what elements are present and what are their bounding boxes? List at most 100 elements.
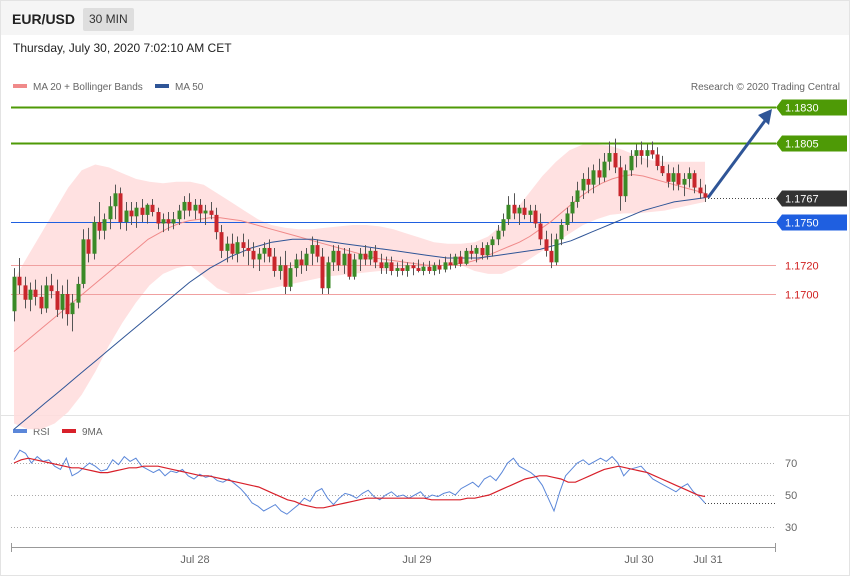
candle-body <box>368 250 373 260</box>
candle <box>671 167 676 191</box>
legend-rsi-label: RSI <box>33 427 50 438</box>
candle <box>145 203 150 224</box>
candle-body <box>352 259 357 277</box>
candle-body <box>92 222 97 254</box>
candle-body <box>108 206 113 220</box>
candle-body <box>443 262 448 270</box>
candle <box>421 262 426 276</box>
candle-body <box>607 153 612 162</box>
candle <box>262 242 267 263</box>
level-1-1805-tag <box>776 135 847 152</box>
candle <box>166 212 171 231</box>
candle-body <box>469 250 474 254</box>
candle <box>257 247 262 271</box>
legend-ma50-label: MA 50 <box>175 82 204 93</box>
candle <box>294 253 299 277</box>
candle-body <box>384 262 389 269</box>
candle-body <box>432 265 437 271</box>
candle-body <box>76 283 81 303</box>
candle <box>389 256 394 276</box>
rsi-tick-70: 70 <box>785 458 797 470</box>
candle-body <box>581 178 586 191</box>
candle <box>453 253 458 269</box>
candle-body <box>60 294 65 310</box>
candle-body <box>421 266 426 271</box>
candle-body <box>485 245 490 256</box>
candle-body <box>427 266 432 271</box>
candle <box>39 285 44 315</box>
candle-body <box>650 150 655 155</box>
timeframe-badge[interactable]: 30 MIN <box>83 8 134 31</box>
candle-body <box>257 253 262 260</box>
candle-body <box>453 256 458 266</box>
candle-body <box>219 232 224 251</box>
candle-body <box>389 262 394 271</box>
legend-rsi-swatch <box>13 429 27 433</box>
candle <box>698 178 703 200</box>
candle-body <box>458 256 463 264</box>
candle-body <box>639 150 644 156</box>
chart-datetime: Thursday, July 30, 2020 7:02:10 AM CET <box>13 41 232 55</box>
candle <box>177 204 182 225</box>
candle <box>416 259 421 273</box>
candle-body <box>411 265 416 269</box>
candle <box>373 245 378 269</box>
candle <box>358 247 363 271</box>
candle <box>134 201 139 228</box>
candle <box>464 247 469 266</box>
candle <box>501 213 506 237</box>
rsi-panel <box>11 449 776 528</box>
candle <box>161 213 166 233</box>
candle <box>12 268 17 322</box>
candle-body <box>310 245 315 254</box>
candle-body <box>363 253 368 260</box>
candle <box>544 230 549 257</box>
candle <box>55 279 60 318</box>
candle <box>687 167 692 188</box>
candle-body <box>400 268 405 271</box>
rsi-legend: RSI 9MA <box>13 427 103 438</box>
candle-body <box>49 285 54 292</box>
candle-body <box>70 302 75 315</box>
candle-body <box>140 207 145 215</box>
level-1-1767-label: 1.1767 <box>785 194 819 206</box>
candle-body <box>187 201 192 211</box>
candle-body <box>288 268 293 287</box>
candle-body <box>113 193 118 207</box>
candle-body <box>559 224 564 240</box>
candle <box>629 150 634 177</box>
candle-body <box>209 210 214 215</box>
candle <box>81 229 86 289</box>
candle-body <box>326 262 331 289</box>
candle <box>49 273 54 299</box>
candle <box>554 233 559 266</box>
level-lines: 1.1830 1.1805 1.1767 1.1750 1.1720 1.1700 <box>11 99 847 302</box>
candle-body <box>591 170 596 185</box>
candle <box>28 282 33 312</box>
candle <box>251 242 256 269</box>
candle <box>171 212 176 230</box>
candle-body <box>44 285 49 309</box>
candle <box>315 239 320 263</box>
candle-body <box>586 178 591 185</box>
candle-body <box>304 253 309 266</box>
candle <box>203 204 208 225</box>
candle-body <box>464 250 469 264</box>
bollinger-bands <box>14 144 705 430</box>
candle <box>448 253 453 270</box>
candle <box>241 233 246 257</box>
candle-body <box>235 242 240 254</box>
candle <box>480 242 485 260</box>
candle-body <box>81 239 86 284</box>
candle <box>655 147 660 171</box>
candle-body <box>39 296 44 309</box>
candle-body <box>698 187 703 194</box>
level-1-1830-label: 1.1830 <box>785 103 819 115</box>
candle <box>405 262 410 277</box>
candle <box>411 262 416 276</box>
candle <box>458 250 463 267</box>
candle <box>352 253 357 280</box>
candle-body <box>496 230 501 240</box>
candle <box>278 256 283 280</box>
candle-body <box>474 247 479 254</box>
